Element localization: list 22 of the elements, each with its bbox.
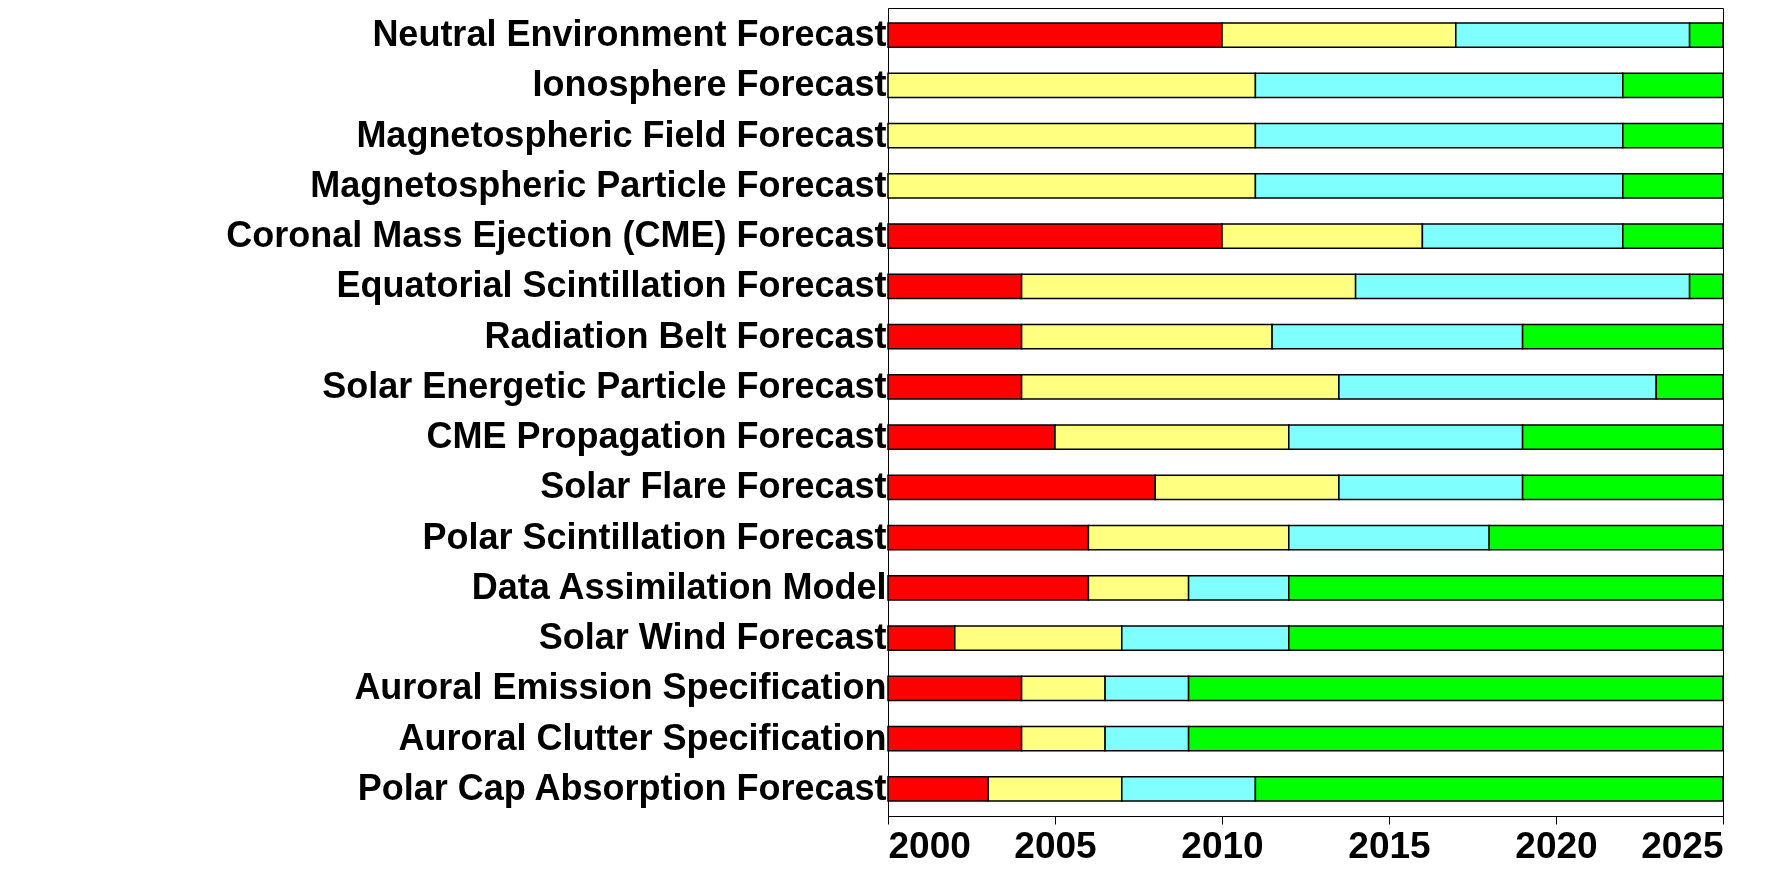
y-tick-label: Data Assimilation Model <box>471 565 887 607</box>
x-tick-label: 2010 <box>1181 824 1264 866</box>
x-tick-label: 2015 <box>1348 824 1431 866</box>
x-tick-label: 2025 <box>1641 824 1724 866</box>
x-tick-label: 2020 <box>1515 824 1598 866</box>
y-tick-label: Ionosphere Forecast <box>532 63 887 105</box>
y-tick-label: Auroral Clutter Specification <box>398 716 887 758</box>
y-tick-label: CME Propagation Forecast <box>426 415 887 457</box>
y-tick-label: Solar Flare Forecast <box>540 465 887 507</box>
y-tick-label: Auroral Emission Specification <box>354 666 887 708</box>
y-tick-label: Solar Wind Forecast <box>538 616 887 658</box>
x-tick-label: 2000 <box>888 824 971 866</box>
y-tick-label: Equatorial Scintillation Forecast <box>336 264 887 306</box>
y-tick-label: Magnetospheric Particle Forecast <box>310 163 887 205</box>
y-tick-label: Radiation Belt Forecast <box>484 314 887 356</box>
y-tick-label: Neutral Environment Forecast <box>372 13 887 55</box>
y-tick-label: Coronal Mass Ejection (CME) Forecast <box>226 214 887 256</box>
y-tick-label: Polar Scintillation Forecast <box>422 515 887 557</box>
x-tick-label: 2005 <box>1014 824 1097 866</box>
y-tick-label: Polar Cap Absorption Forecast <box>357 766 887 808</box>
y-tick-label: Magnetospheric Field Forecast <box>356 113 887 155</box>
y-tick-label: Solar Energetic Particle Forecast <box>322 364 887 406</box>
